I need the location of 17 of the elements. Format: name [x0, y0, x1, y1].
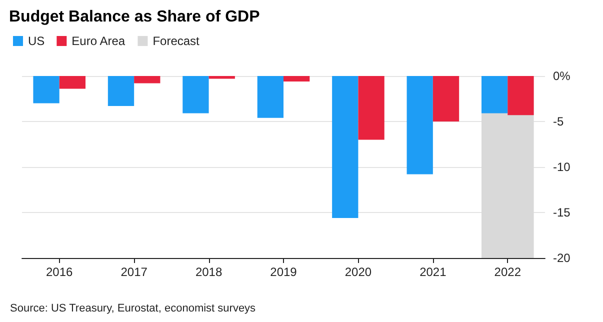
y-tick-label: 0% — [553, 69, 571, 83]
legend-label: Forecast — [152, 34, 200, 48]
x-tick-label: 2016 — [46, 265, 74, 279]
x-tick-label: 2022 — [494, 265, 522, 279]
x-tick-label: 2018 — [195, 265, 222, 279]
y-tick-label: -5 — [553, 114, 564, 128]
x-tick-label: 2017 — [120, 265, 148, 279]
source-note: Source: US Treasury, Eurostat, economist surveys — [10, 302, 256, 314]
y-tick-label: -10 — [553, 160, 571, 174]
chart-title: Budget Balance as Share of GDP — [9, 8, 260, 26]
y-tick-label: -15 — [553, 206, 571, 220]
legend-label: US — [28, 34, 45, 48]
y-tick-label: -20 — [553, 251, 571, 265]
x-tick-label: 2020 — [344, 265, 372, 279]
x-tick-label: 2021 — [420, 265, 447, 279]
legend-label: Euro Area — [72, 34, 126, 48]
x-tick-label: 2019 — [270, 265, 298, 279]
